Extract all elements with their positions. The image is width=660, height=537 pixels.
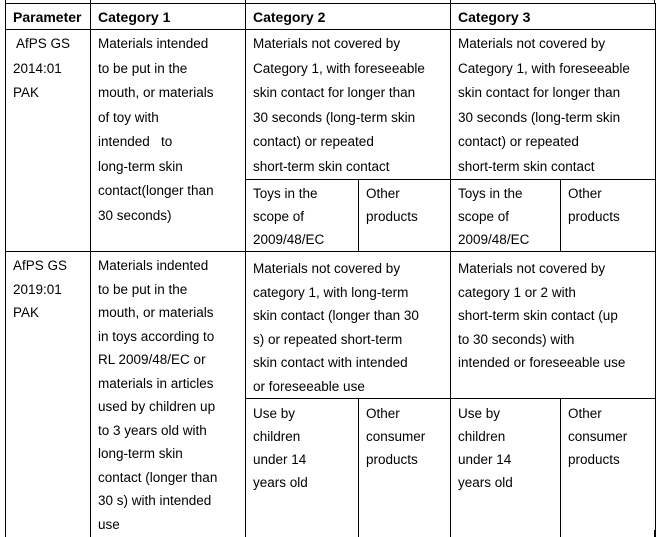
- table-row-afps-2019: AfPS GS 2019:01 PAK Materials indented t…: [5, 251, 657, 537]
- cell-2014-category-1: Materials intended to be put in the mout…: [90, 29, 246, 252]
- table-border-stub: [90, 0, 91, 4]
- cell-2014-category-2-description: Materials not covered by Category 1, wit…: [244, 29, 452, 180]
- pak-standards-comparison-table: Parameter Category 1 Category 2 Category…: [5, 3, 657, 537]
- cell-parameter-afps-2014: AfPS GS 2014:01 PAK: [5, 29, 91, 252]
- table-subrow-afps-2019: Use by children under 14 years old Other…: [6, 398, 657, 537]
- table-border-stub: [654, 0, 655, 4]
- table-header-row: Parameter Category 1 Category 2 Category…: [5, 3, 657, 30]
- cell-2019-category-3-description: Materials not covered by category 1 or 2…: [450, 251, 657, 399]
- cell-2019-category-1: Materials indented to be put in the mout…: [90, 251, 246, 537]
- header-category-3: Category 3: [450, 3, 657, 30]
- table-subrow-afps-2014: Toys in the scope of 2009/48/EC Other pr…: [6, 179, 657, 252]
- cell-parameter-afps-2019: AfPS GS 2019:01 PAK: [5, 251, 91, 537]
- cell-2019-category-2-other: Other consumer products: [357, 398, 452, 537]
- table-border-stub: [5, 0, 6, 4]
- cell-2019-category-2-children: Use by children under 14 years old: [245, 398, 359, 537]
- table-border-stub: [450, 0, 451, 4]
- cell-2019-category-2-description: Materials not covered by category 1, wit…: [244, 251, 452, 399]
- cell-2014-category-3-toys: Toys in the scope of 2009/48/EC: [450, 179, 562, 252]
- cell-2019-category-3-children: Use by children under 14 years old: [450, 398, 562, 537]
- header-category-1: Category 1: [90, 3, 246, 30]
- cell-2014-category-2-toys: Toys in the scope of 2009/48/EC: [245, 179, 359, 252]
- cell-2014-category-3-other: Other products: [560, 179, 657, 252]
- table-border-stub: [245, 0, 246, 4]
- cell-2014-category-2-other: Other products: [357, 179, 452, 252]
- header-category-2: Category 2: [244, 3, 452, 30]
- header-parameter: Parameter: [5, 3, 91, 30]
- cell-2019-category-3-other: Other consumer products: [560, 398, 657, 537]
- cell-2014-category-3-description: Materials not covered by Category 1, wit…: [450, 29, 657, 180]
- table-row-afps-2014: AfPS GS 2014:01 PAK Materials intended t…: [5, 29, 657, 252]
